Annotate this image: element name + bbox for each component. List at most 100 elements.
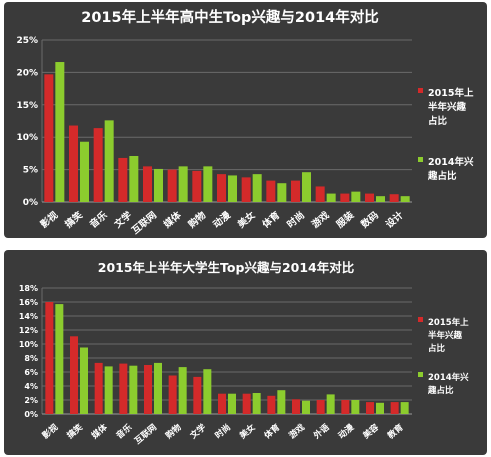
bar-2015 [93, 128, 103, 202]
y-tick-label: 18% [19, 284, 38, 293]
bar-2015 [266, 180, 276, 202]
bar-2014 [302, 172, 311, 202]
x-category-label: 教育 [385, 422, 406, 442]
bar-2014 [129, 365, 138, 414]
bar-2015 [44, 74, 54, 202]
y-tick-label: 16% [19, 298, 38, 307]
x-category-label: 服装 [334, 209, 357, 231]
y-tick-label: 6% [24, 368, 38, 377]
x-category-label: 媒体 [161, 209, 184, 231]
bar-2015 [242, 393, 251, 414]
y-tick-label: 10% [19, 340, 38, 349]
x-category-label: 美女 [235, 209, 258, 231]
bar-2014 [376, 196, 385, 202]
bar-2014 [178, 367, 187, 414]
x-category-label: 搞笑 [63, 209, 86, 231]
x-category-label: 动漫 [336, 422, 356, 442]
x-category-label: 游戏 [309, 209, 332, 231]
legend-label: 占比 [428, 343, 446, 354]
bar-2014 [400, 196, 410, 202]
legend-label: 2014年兴 [428, 156, 474, 168]
bar-2015 [118, 157, 128, 202]
bar-2015 [292, 399, 300, 414]
bar-2014 [252, 174, 262, 202]
y-tick-label: 20% [16, 68, 38, 78]
x-category-label: 美女 [237, 422, 257, 442]
bar-2014 [400, 402, 409, 414]
bar-2014 [178, 166, 188, 202]
x-category-label: 动漫 [211, 209, 234, 231]
bar-2015 [341, 400, 350, 414]
legend-swatch-2015 [418, 88, 423, 93]
bar-2015 [70, 336, 78, 414]
bar-2014 [80, 141, 89, 202]
bar-2015 [168, 375, 177, 414]
x-category-label: 时尚 [213, 422, 233, 441]
y-tick-label: 15% [16, 101, 38, 111]
y-tick-label: 12% [19, 326, 38, 335]
x-category-label: 体育 [260, 209, 283, 231]
x-category-label: 互联网 [129, 209, 159, 237]
bar-2015 [291, 180, 300, 202]
x-category-label: 购物 [186, 209, 209, 231]
x-category-label: 互联网 [132, 422, 159, 447]
x-category-label: 购物 [163, 422, 184, 442]
bar-2014 [55, 62, 65, 203]
legend-label: 占比 [428, 115, 448, 127]
bar-2015 [167, 169, 177, 202]
bar-2015 [144, 365, 152, 414]
bar-2014 [203, 369, 212, 414]
legend-swatch-2014 [418, 372, 423, 377]
x-category-label: 体育 [262, 422, 282, 442]
y-tick-label: 14% [19, 312, 38, 321]
bar-2015 [192, 170, 202, 202]
bar-2014 [351, 400, 360, 414]
bar-2015 [316, 400, 325, 414]
legend-swatch-2015 [418, 317, 423, 322]
x-category-label: 搞笑 [65, 422, 85, 442]
bar-2014 [203, 166, 213, 202]
x-category-label: 音乐 [114, 422, 134, 442]
y-tick-label: 25% [16, 36, 38, 46]
bar-2015 [390, 402, 399, 414]
legend-label: 趣占比 [427, 170, 457, 182]
legend-label: 趣占比 [427, 385, 454, 396]
bar-2015 [69, 125, 78, 202]
bar-2014 [104, 120, 114, 202]
y-tick-label: 0% [24, 410, 38, 419]
y-tick-label: 4% [24, 382, 38, 391]
x-category-label: 数码 [358, 209, 381, 231]
bar-2014 [129, 155, 139, 202]
y-tick-label: 2% [24, 396, 38, 405]
bar-2014 [351, 191, 361, 202]
bar-2014 [326, 394, 335, 414]
x-category-label: 美容 [361, 422, 381, 442]
bar-2014 [302, 400, 310, 414]
y-tick-label: 0% [23, 198, 38, 208]
chart-title: 2015年上半年高中生Top兴趣与2014年对比 [81, 8, 379, 26]
x-category-label: 媒体 [89, 422, 110, 442]
bar-2014 [154, 362, 162, 414]
bar-2015 [340, 193, 350, 202]
bar-2015 [366, 402, 374, 414]
x-category-label: 影视 [38, 209, 61, 231]
bar-2014 [277, 390, 286, 414]
y-tick-label: 8% [24, 354, 38, 363]
bar-2015 [119, 363, 128, 414]
x-category-label: 音乐 [87, 209, 110, 231]
x-category-label: 时尚 [285, 209, 307, 230]
legend-label: 2014年兴 [428, 372, 469, 383]
bar-2015 [45, 302, 54, 414]
legend-label: 半年兴趣 [428, 330, 463, 341]
bar-2014 [277, 183, 287, 202]
bar-2015 [143, 166, 152, 202]
x-category-label: 影视 [40, 422, 60, 442]
bar-2014 [228, 175, 237, 202]
legend-label: 2015年上 [428, 317, 469, 328]
bar-2014 [326, 193, 336, 202]
chart-high-school: 2015年上半年高中生Top兴趣与2014年对比 0% 5% 10% 15% 20% 25%… [16, 8, 474, 237]
bar-2015 [267, 395, 276, 414]
bar-2014 [55, 304, 64, 414]
bar-2015 [389, 194, 399, 202]
bar-2015 [193, 376, 202, 414]
